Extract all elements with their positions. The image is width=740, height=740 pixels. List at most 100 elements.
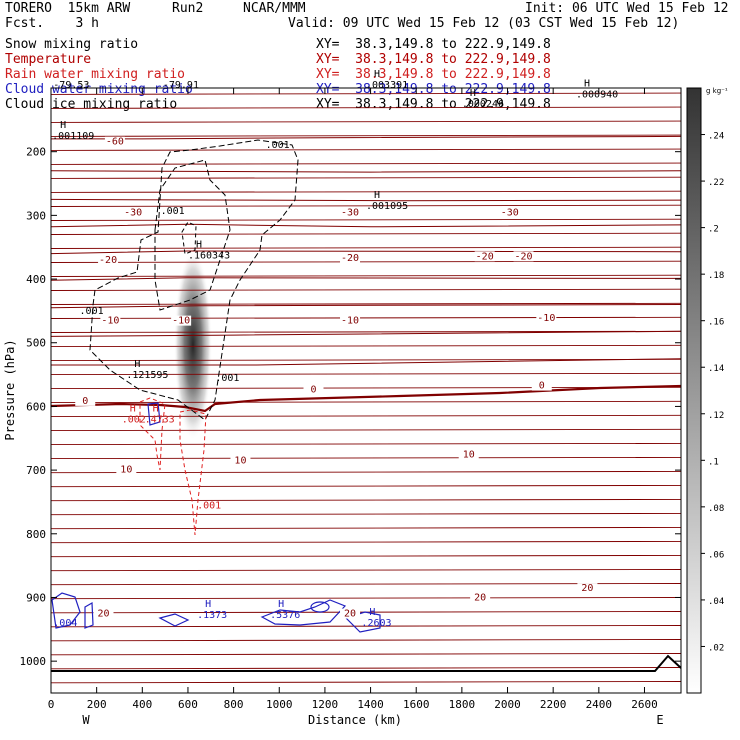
extremum-value: .000940 [576, 90, 618, 101]
forecast-hour: Fcst. 3 h [5, 16, 99, 31]
y-tick-label: 500 [26, 337, 46, 350]
isotherm-label-bg [577, 583, 598, 594]
isotherm-6 [51, 304, 681, 309]
isotherm-0 [51, 135, 681, 140]
isotherm-line [51, 190, 681, 193]
x-axis-label: Distance (km) [308, 713, 402, 727]
isotherm-label: -20 [476, 251, 494, 262]
colorbar-tick-label: .1 [708, 457, 719, 467]
org-label: NCAR/MMM [243, 1, 306, 16]
cloud-ice-contour [181, 221, 197, 255]
extremum-value: -79.53 [53, 80, 89, 91]
xy-rain: XY= 38.3,149.8 to 222.9,149.8 [316, 67, 551, 82]
isotherm-line [51, 358, 681, 362]
contour-value-label: .001 [80, 306, 104, 317]
isotherm-label-bg [75, 395, 96, 406]
isotherm-label: 0 [310, 384, 316, 395]
isotherm-line [51, 204, 681, 207]
contour-value-label: .001 [266, 140, 290, 151]
isotherm-label: -30 [501, 207, 519, 218]
isotherm-line [51, 414, 681, 418]
ground-line [51, 654, 681, 672]
extremum-value: .5376 [270, 610, 300, 621]
isotherm-line [51, 134, 681, 137]
isotherm-line [51, 274, 681, 277]
isotherm-label-bg [499, 207, 520, 218]
y-tick-label: 200 [26, 146, 46, 159]
isotherm-label: 20 [344, 609, 356, 620]
extremum-value: .001109 [52, 131, 94, 142]
x-tick-label: 2400 [586, 698, 613, 711]
isotherm-4 [51, 250, 681, 255]
isotherm-line [51, 554, 681, 558]
extremum-value: .004 [53, 618, 77, 629]
y-tick-label: 1000 [20, 655, 47, 668]
isotherm-5 [51, 277, 681, 281]
x-tick-label: 1200 [312, 698, 339, 711]
x-axis: 0 200 400 600 800 1000 1200 1400 1600 1800 2000 220… [48, 88, 658, 711]
isotherm-line [51, 639, 681, 642]
extremum-value: .001095 [366, 201, 408, 212]
isotherm-3 [51, 223, 681, 228]
contour-value-label: .001 [215, 373, 239, 384]
isotherm-label-bg [123, 207, 144, 218]
x-tick-label: 200 [87, 698, 107, 711]
isotherm-label: 0 [539, 381, 545, 392]
isotherm-label: -10 [172, 316, 190, 327]
isotherm-label-bg [474, 251, 495, 262]
isotherm-line [51, 667, 681, 670]
isotherm-label: -10 [537, 313, 555, 324]
temperature-isotherms [51, 92, 681, 684]
cloud-water-contour-west [51, 592, 81, 629]
isotherm-label-bg [303, 384, 324, 395]
isotherm-line [51, 106, 681, 109]
y-tick-label: 400 [26, 273, 46, 286]
field-rain: Rain water mixing ratio [5, 67, 186, 82]
isotherm-label: 20 [581, 583, 593, 594]
isotherm-line [51, 246, 681, 249]
isotherm-line [51, 569, 681, 572]
isotherm-line [51, 330, 681, 333]
isotherm-line [51, 218, 681, 221]
isotherm-label: -20 [99, 255, 117, 266]
isotherm-label-bg [340, 207, 361, 218]
colorbar-tick-label: .06 [708, 550, 724, 560]
extremum-value: .2603 [361, 618, 391, 629]
isotherm-line [51, 386, 681, 390]
isotherm-line [51, 120, 681, 123]
west-label: W [82, 713, 90, 727]
isotherm-label-bg [171, 315, 192, 326]
contour-value-label: .001 [161, 206, 185, 217]
model-title: TORERO 15km ARW [5, 1, 131, 16]
isotherm-line [51, 540, 681, 544]
extremum-mark: H [134, 359, 140, 370]
xy-snow: XY= 38.3,149.8 to 222.9,149.8 [316, 37, 551, 52]
isotherm-line [51, 176, 681, 179]
isotherm-line [51, 442, 681, 446]
x-tick-label: 1800 [449, 698, 476, 711]
isotherm-7 [51, 330, 681, 337]
colorbar-tick-label: .16 [708, 318, 724, 328]
snow-mixing-ratio-shading [174, 250, 212, 440]
field-cloud-water: Cloud water mixing ratio [5, 82, 193, 97]
field-temperature: Temperature [5, 52, 92, 67]
colorbar-unit: g kg⁻¹ [706, 87, 728, 95]
init-time: Init: 06 UTC Wed 15 Feb 12 [525, 1, 729, 16]
extremum-value: .1373 [197, 610, 227, 621]
x-tick-label: 1400 [357, 698, 384, 711]
x-tick-label: 1000 [266, 698, 293, 711]
colorbar-ticks: .02 .04 .06 .08 .1 .12 .14 .16 .18 .2 .22 .24 [701, 132, 724, 653]
isotherm-label: -60 [106, 137, 124, 148]
extremum-value: .160343 [188, 251, 230, 262]
isotherm-label-bg [116, 464, 137, 475]
run-label: Run2 [172, 1, 204, 16]
snow-contour-inner [154, 159, 231, 311]
isotherm-label-bg [340, 253, 361, 264]
isotherm-label-bg [104, 136, 125, 147]
extremum-value: .4733 [145, 414, 175, 425]
y-tick-label: 600 [26, 400, 46, 413]
isotherm-line [51, 625, 681, 628]
extremum-value: .002 [122, 414, 146, 425]
isotherm-line [51, 470, 681, 474]
